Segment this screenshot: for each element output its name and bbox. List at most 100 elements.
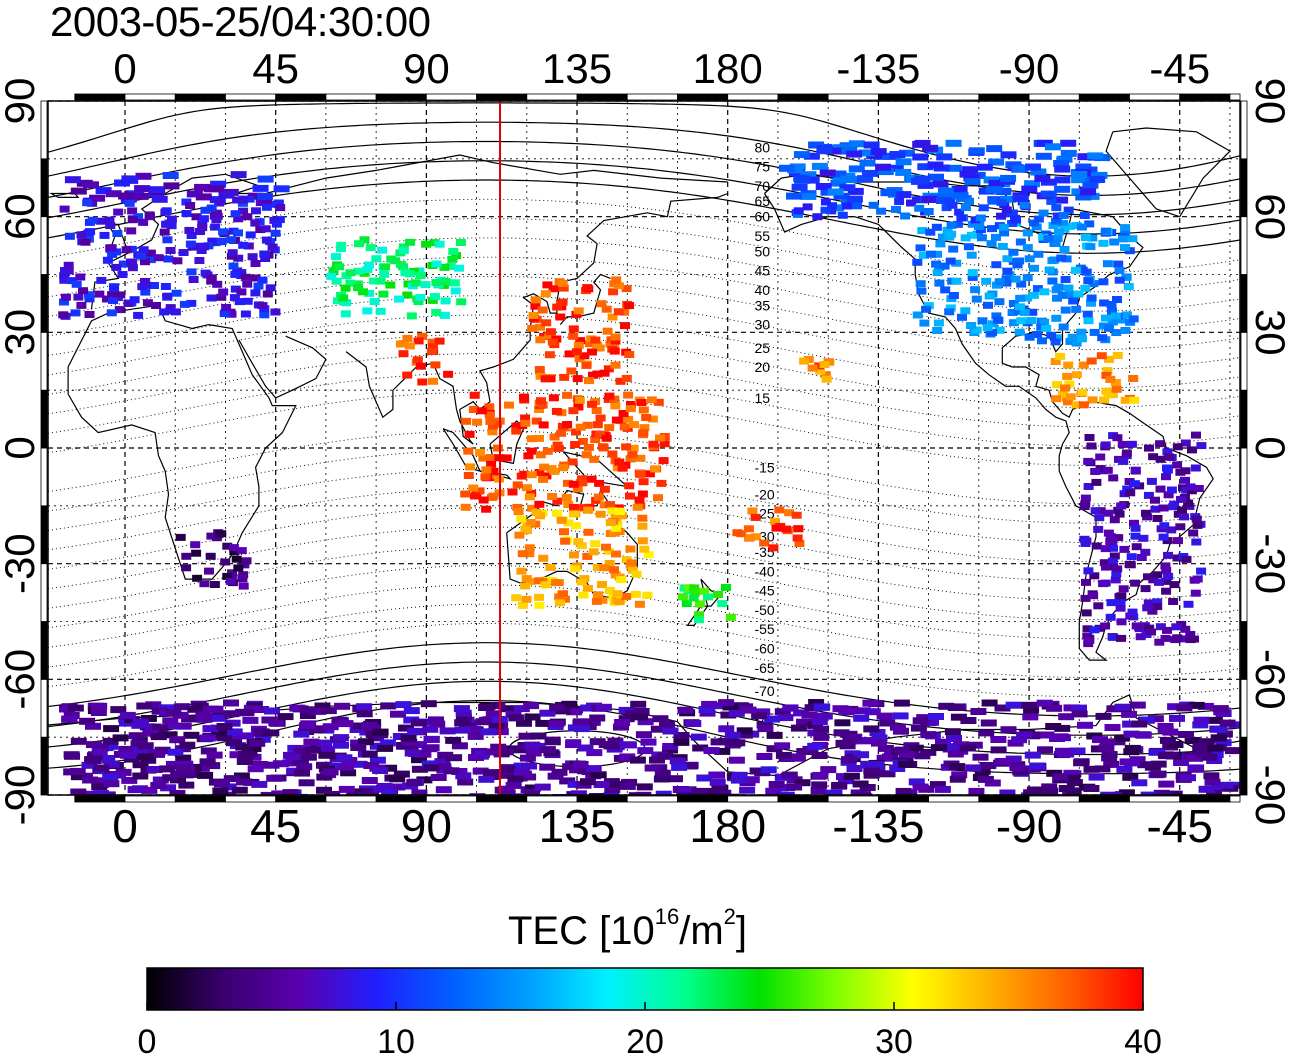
- tec-cell: [1071, 305, 1082, 313]
- tec-cell: [678, 787, 695, 795]
- tec-cell: [590, 336, 601, 344]
- tec-cell: [207, 237, 218, 245]
- coastline: [238, 335, 327, 399]
- tec-cell: [137, 742, 154, 750]
- tec-cell: [576, 578, 587, 586]
- tec-cell: [960, 204, 971, 211]
- tec-cell: [1155, 623, 1166, 631]
- tec-cell: [206, 751, 223, 759]
- tec-cell: [228, 544, 239, 552]
- tec-cell: [820, 206, 831, 214]
- tec-cell: [475, 448, 486, 456]
- tec-cell: [730, 776, 747, 784]
- tec-cell: [535, 451, 546, 459]
- tec-cell: [793, 207, 804, 215]
- tec-cell: [1143, 599, 1154, 607]
- tec-cell: [626, 401, 636, 408]
- tec-cell: [1008, 300, 1019, 307]
- tec-cell: [1162, 466, 1173, 474]
- tec-cell: [919, 319, 930, 327]
- tec-cell: [1204, 778, 1221, 786]
- tec-cell: [1135, 731, 1152, 739]
- tec-cell: [754, 708, 771, 716]
- tec-cell: [781, 771, 798, 779]
- tec-cell: [1077, 335, 1087, 343]
- tec-cell: [449, 279, 460, 287]
- tec-cell: [1089, 328, 1100, 336]
- tec-cell: [1129, 480, 1140, 488]
- tec-cell: [887, 164, 904, 172]
- tec-cell: [537, 306, 548, 314]
- tec-cell: [799, 357, 810, 365]
- tec-cell: [1052, 381, 1063, 389]
- frame-bar-top: [626, 93, 678, 101]
- tec-cell: [572, 375, 583, 383]
- tec-cell: [124, 199, 135, 207]
- tec-cell: [1027, 308, 1038, 316]
- tec-cell: [456, 298, 467, 306]
- tec-cell: [400, 269, 411, 277]
- tec-cell: [1024, 255, 1035, 263]
- tec-cell: [346, 788, 363, 795]
- tec-cell: [434, 337, 445, 345]
- tec-cell: [455, 772, 472, 780]
- tec-cell: [84, 295, 95, 303]
- tec-cell: [523, 788, 540, 795]
- tec-cell: [1121, 710, 1138, 718]
- tec-cell: [475, 718, 492, 726]
- tec-cell: [389, 775, 406, 783]
- tec-cell: [994, 326, 1005, 334]
- tec-cell: [1023, 706, 1040, 714]
- frame-bar-top: [1179, 93, 1231, 101]
- tec-cell: [398, 243, 409, 251]
- tec-cell: [894, 746, 911, 754]
- tec-cell: [1216, 730, 1233, 738]
- tec-cell: [760, 766, 777, 774]
- tec-cell: [1180, 625, 1191, 633]
- tec-cell: [1164, 453, 1174, 461]
- tec-cell: [936, 153, 953, 161]
- tec-cell: [573, 307, 584, 315]
- plot-frame: [40, 93, 1248, 803]
- tec-cell: [632, 713, 649, 721]
- tec-cell: [715, 789, 732, 795]
- tec-cell: [1190, 589, 1201, 597]
- tec-cell: [95, 217, 106, 225]
- tec-cell: [293, 730, 310, 738]
- tec-cell: [478, 775, 495, 783]
- tec-cell: [833, 192, 850, 200]
- tec-cell: [411, 765, 428, 773]
- tec-cell: [701, 700, 718, 708]
- lon-tick-label-top: -135: [836, 45, 920, 92]
- tec-cell: [537, 401, 548, 409]
- tec-cell: [501, 454, 512, 462]
- tec-cell: [568, 510, 579, 518]
- tec-cell: [434, 240, 445, 248]
- tec-cell: [593, 591, 604, 599]
- tec-cell: [464, 430, 475, 438]
- tec-cell: [794, 176, 811, 184]
- tec-cell: [320, 707, 337, 715]
- tec-cell: [472, 418, 483, 426]
- tec-cell: [925, 228, 936, 236]
- tec-cell: [99, 231, 110, 239]
- tec-cell: [359, 236, 370, 244]
- tec-cell: [390, 257, 401, 265]
- tec-cell: [1102, 260, 1113, 268]
- tec-cell: [159, 765, 176, 773]
- tec-cell: [611, 276, 622, 284]
- tec-cell: [241, 557, 252, 565]
- tec-cell: [219, 310, 230, 318]
- tec-cell: [1130, 532, 1141, 540]
- tec-cell: [751, 712, 768, 720]
- frame-bar-top: [325, 93, 377, 101]
- tec-cell: [945, 199, 956, 206]
- tec-cell: [476, 407, 487, 415]
- tec-cell: [586, 749, 603, 757]
- tec-cell: [577, 437, 588, 445]
- tec-cell: [398, 247, 409, 255]
- tec-cell: [362, 307, 373, 315]
- tec-cell: [255, 226, 266, 234]
- tec-cell: [778, 164, 795, 172]
- tec-cell: [255, 199, 266, 207]
